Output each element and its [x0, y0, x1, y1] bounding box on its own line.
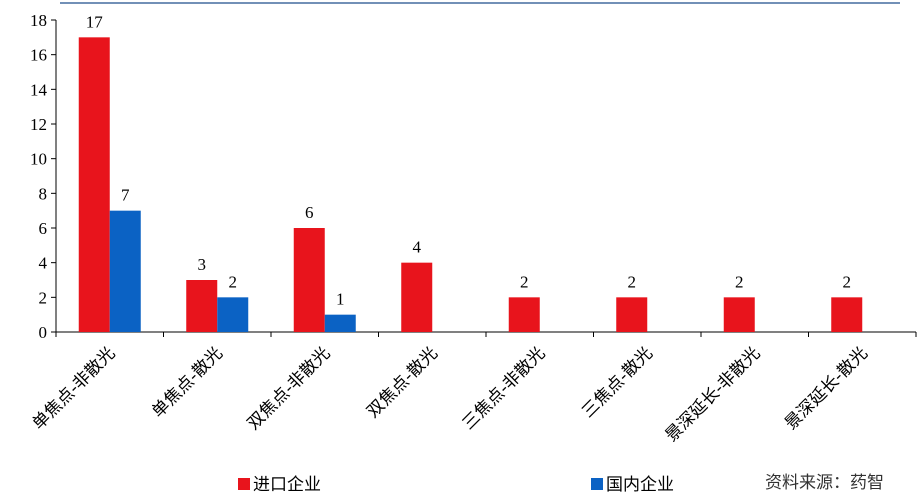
y-tick-label: 10 [30, 150, 47, 169]
y-axis: 0 2 4 6 8 10 12 14 16 18 [30, 11, 57, 342]
y-tick-label: 2 [39, 288, 48, 307]
data-label: 2 [843, 272, 852, 291]
data-labels: 17 7 3 2 6 1 4 2 2 2 2 [86, 12, 851, 308]
data-label: 4 [413, 238, 422, 257]
y-tick-label: 16 [30, 46, 47, 65]
bars [78, 37, 863, 332]
bar [723, 297, 755, 332]
category-label: 景深延长-散光 [781, 343, 872, 434]
data-label: 17 [86, 12, 104, 31]
data-label: 2 [229, 272, 238, 291]
category-label: 双焦点-散光 [363, 343, 442, 422]
data-label: 2 [628, 272, 637, 291]
bar [616, 297, 648, 332]
legend-swatch [591, 478, 603, 490]
bar [293, 228, 325, 332]
category-label: 单焦点-散光 [148, 343, 227, 422]
bar [78, 37, 110, 332]
bar [109, 210, 141, 332]
x-axis [55, 331, 917, 337]
legend: 进口企业 国内企业 [238, 475, 674, 495]
data-label: 2 [735, 272, 744, 291]
category-label: 双焦点-非散光 [244, 343, 335, 434]
y-tick-label: 6 [39, 219, 48, 238]
category-label: 三焦点-散光 [578, 343, 657, 422]
data-label: 3 [198, 255, 207, 274]
category-label: 景深延长-非散光 [662, 343, 765, 446]
source-note: 资料来源：药智 [765, 473, 884, 493]
bar [186, 280, 218, 332]
bar [324, 314, 356, 332]
bar [831, 297, 863, 332]
category-label: 三焦点-非散光 [459, 343, 550, 434]
data-label: 2 [520, 272, 529, 291]
bar [217, 297, 249, 332]
y-tick-label: 4 [39, 254, 48, 273]
y-tick-label: 8 [39, 184, 48, 203]
data-label: 6 [305, 203, 314, 222]
data-label: 1 [336, 290, 345, 309]
category-labels: 单焦点-非散光 单焦点-散光 双焦点-非散光 双焦点-散光 三焦点-非散光 三焦点-散光景… [29, 343, 872, 446]
y-tick-label: 18 [30, 11, 47, 30]
bar [508, 297, 540, 332]
y-tick-label: 12 [30, 115, 47, 134]
category-label: 单焦点-非散光 [29, 343, 120, 434]
y-tick-label: 0 [39, 323, 48, 342]
legend-swatch [238, 478, 250, 490]
y-tick-label: 14 [30, 80, 48, 99]
bar [401, 262, 433, 332]
legend-label: 进口企业 [253, 475, 321, 495]
legend-label: 国内企业 [606, 475, 674, 495]
data-label: 7 [121, 186, 130, 205]
